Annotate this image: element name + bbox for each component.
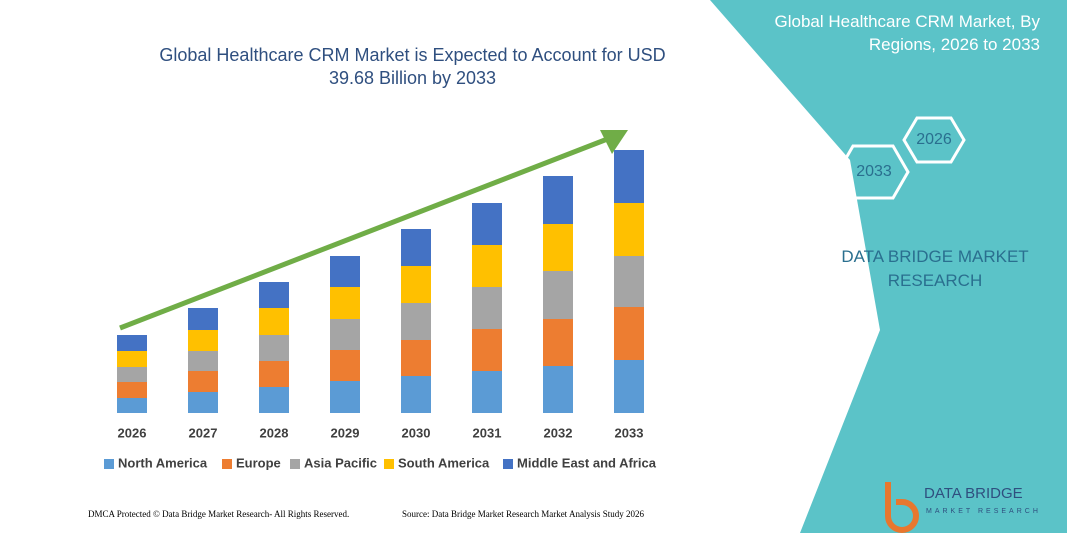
bar-segment: [117, 351, 147, 367]
bar-segment: [259, 361, 289, 387]
x-tick-label: 2028: [260, 425, 289, 440]
legend-label: Middle East and Africa: [517, 455, 657, 470]
bar-segment: [330, 381, 360, 413]
legend-swatch: [503, 459, 513, 469]
bar-segment: [614, 256, 644, 307]
hexagon: [836, 144, 910, 200]
bar-segment: [614, 307, 644, 360]
bar-segment: [330, 256, 360, 287]
bar-segment: [117, 335, 147, 351]
hexagon: [902, 116, 966, 164]
bar-segment: [614, 150, 644, 203]
legend-label: North America: [118, 455, 208, 470]
bar-segment: [401, 229, 431, 266]
bar-segment: [117, 398, 147, 413]
bar-segment: [188, 308, 218, 330]
bar-segment: [259, 335, 289, 361]
logo-name: DATA BRIDGE: [924, 485, 1023, 502]
bar-segment: [188, 371, 218, 392]
bar-segment: [117, 382, 147, 398]
bar-segment: [472, 329, 502, 371]
legend-swatch: [384, 459, 394, 469]
x-tick-label: 2033: [615, 425, 644, 440]
bar-segment: [614, 203, 644, 256]
footer-text: DMCA Protected © Data Bridge Market Rese…: [88, 509, 349, 519]
logo-icon: [885, 482, 919, 533]
legend-label: Asia Pacific: [304, 455, 377, 470]
bar-segment: [330, 350, 360, 381]
bar-segment: [543, 366, 573, 413]
legend-swatch: [222, 459, 232, 469]
trend-arrow: [119, 135, 611, 331]
bar-segment: [472, 245, 502, 287]
bar-segment: [543, 176, 573, 224]
x-tick-label: 2027: [189, 425, 218, 440]
x-tick-label: 2029: [331, 425, 360, 440]
bar-segment: [543, 271, 573, 319]
bar-segment: [117, 367, 147, 382]
bar-segment: [472, 203, 502, 245]
bar-segment: [330, 319, 360, 350]
hex-label: 2026: [916, 131, 952, 148]
logo-tagline: MARKET RESEARCH: [926, 508, 1041, 515]
side-panel: [710, 0, 1067, 533]
bar-segment: [330, 287, 360, 319]
bar-segment: [543, 224, 573, 271]
bar-segment: [401, 266, 431, 303]
bar-segment: [401, 376, 431, 413]
bar-segment: [401, 340, 431, 376]
footer-text: Source: Data Bridge Market Research Mark…: [402, 509, 644, 519]
chart-title: Global Healthcare CRM Market is Expected…: [159, 45, 666, 88]
bar-segment: [259, 282, 289, 308]
x-tick-label: 2032: [544, 425, 573, 440]
bar-segment: [188, 392, 218, 413]
hex-label: 2033: [856, 163, 892, 180]
x-tick-label: 2030: [402, 425, 431, 440]
panel-title: Global Healthcare CRM Market, By Regions…: [774, 12, 1040, 54]
legend-label: South America: [398, 455, 490, 470]
bar-segment: [259, 308, 289, 335]
legend-swatch: [104, 459, 114, 469]
bar-segment: [472, 287, 502, 329]
bar-segment: [188, 330, 218, 351]
bar-segment: [543, 319, 573, 366]
bar-segment: [614, 360, 644, 413]
bar-segment: [259, 387, 289, 413]
x-tick-label: 2031: [473, 425, 502, 440]
legend-swatch: [290, 459, 300, 469]
bar-segment: [472, 371, 502, 413]
brand-text: DATA BRIDGE MARKET RESEARCH: [841, 247, 1029, 290]
arrow-head: [600, 130, 628, 154]
bar-segment: [401, 303, 431, 340]
legend-label: Europe: [236, 455, 281, 470]
bar-segment: [188, 351, 218, 371]
x-tick-label: 2026: [118, 425, 147, 440]
